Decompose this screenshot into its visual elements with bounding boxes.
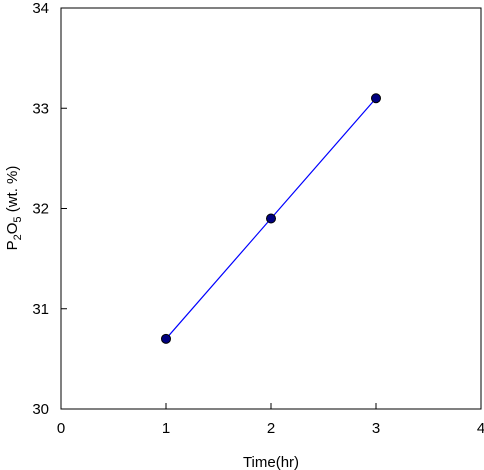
y-tick-label: 33	[32, 100, 49, 117]
y-tick-label: 31	[32, 301, 49, 318]
data-point	[371, 93, 381, 104]
x-tick-label: 2	[267, 420, 275, 437]
y-axis-ticks: 30 31 32 33 34	[32, 0, 67, 418]
x-tick-label: 4	[477, 420, 484, 437]
y-label-sub1: 2	[12, 234, 24, 240]
x-axis-ticks: 0 1 2 3 4	[57, 403, 484, 437]
y-label-mid: O	[4, 223, 21, 235]
y-label-base: P	[4, 240, 21, 250]
y-label-rest: (wt. %)	[4, 166, 21, 217]
y-tick-label: 34	[32, 0, 49, 17]
data-point	[161, 333, 171, 344]
x-tick-label: 3	[372, 420, 380, 437]
y-label-sub2: 5	[12, 216, 24, 222]
y-tick-label: 32	[32, 201, 49, 218]
y-tick-label: 30	[32, 401, 49, 418]
x-tick-label: 0	[57, 420, 65, 437]
series-group	[161, 93, 381, 344]
plot-area	[60, 7, 482, 410]
x-axis-label: Time(hr)	[243, 454, 299, 470]
data-point	[266, 213, 276, 224]
x-tick-label: 1	[162, 420, 170, 437]
y-axis-label: P2O5 (wt. %)	[4, 166, 24, 251]
